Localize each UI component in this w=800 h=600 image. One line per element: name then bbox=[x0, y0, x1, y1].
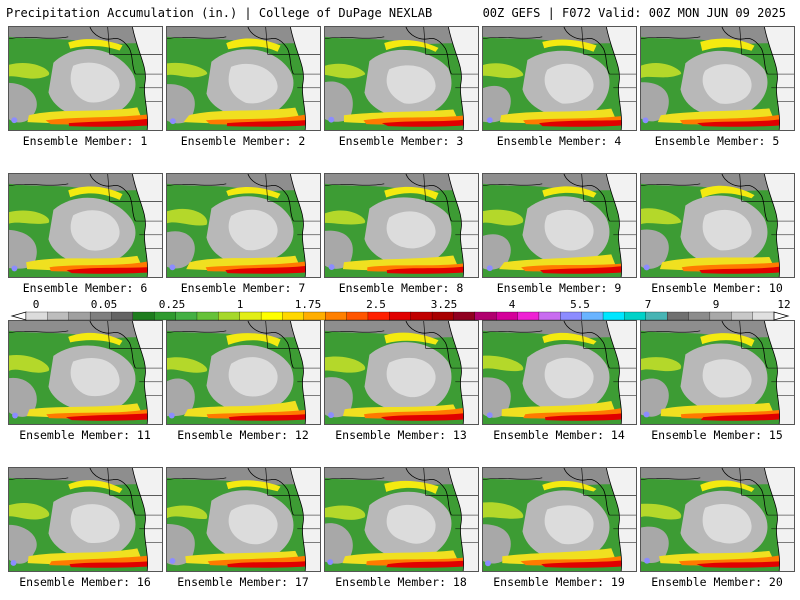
ensemble-member-label: Ensemble Member: 3 bbox=[338, 134, 464, 148]
ensemble-map-panel bbox=[640, 467, 795, 572]
ensemble-map-panel bbox=[8, 173, 163, 278]
colorbar-swatch bbox=[132, 311, 155, 321]
ensemble-member-label: Ensemble Member: 7 bbox=[180, 281, 306, 295]
ensemble-member-label: Ensemble Member: 9 bbox=[496, 281, 622, 295]
colorbar-swatch bbox=[560, 311, 583, 321]
ensemble-member-label: Ensemble Member: 20 bbox=[651, 575, 783, 589]
ensemble-map-panel bbox=[324, 26, 479, 131]
ensemble-member-label: Ensemble Member: 13 bbox=[335, 428, 467, 442]
ensemble-map-panel bbox=[640, 173, 795, 278]
colorbar-swatch bbox=[581, 311, 604, 321]
ensemble-map-panel bbox=[166, 173, 321, 278]
ensemble-member-label: Ensemble Member: 14 bbox=[493, 428, 625, 442]
ensemble-map-panel bbox=[8, 320, 163, 425]
ensemble-map-panel bbox=[324, 467, 479, 572]
ensemble-member-label: Ensemble Member: 11 bbox=[19, 428, 151, 442]
ensemble-map-panel bbox=[324, 320, 479, 425]
colorbar-swatch bbox=[474, 311, 497, 321]
colorbar-swatch bbox=[367, 311, 390, 321]
colorbar-tick-label: 12 bbox=[777, 298, 790, 311]
ensemble-member-label: Ensemble Member: 5 bbox=[654, 134, 780, 148]
colorbar-swatch bbox=[154, 311, 177, 321]
colorbar-swatch bbox=[624, 311, 647, 321]
colorbar-tick-label: 0 bbox=[33, 298, 40, 311]
colorbar-swatch bbox=[453, 311, 476, 321]
colorbar-tick-label: 4 bbox=[509, 298, 516, 311]
ensemble-map-panel bbox=[8, 467, 163, 572]
colorbar-swatch bbox=[68, 311, 91, 321]
colorbar-swatch bbox=[303, 311, 326, 321]
colorbar-tick-label: 1.75 bbox=[295, 298, 322, 311]
colorbar-swatch bbox=[709, 311, 732, 321]
colorbar-tick-label: 1 bbox=[237, 298, 244, 311]
ensemble-map-panel bbox=[640, 320, 795, 425]
ensemble-member-label: Ensemble Member: 15 bbox=[651, 428, 783, 442]
ensemble-member-label: Ensemble Member: 4 bbox=[496, 134, 622, 148]
ensemble-member-label: Ensemble Member: 16 bbox=[19, 575, 151, 589]
ensemble-member-label: Ensemble Member: 6 bbox=[22, 281, 148, 295]
colorbar-swatch bbox=[688, 311, 711, 321]
colorbar-tick-label: 5.5 bbox=[570, 298, 590, 311]
colorbar-swatch bbox=[89, 311, 112, 321]
colorbar-swatch bbox=[752, 311, 775, 321]
colorbar-swatch bbox=[602, 311, 625, 321]
colorbar-min-arrow bbox=[10, 311, 27, 321]
colorbar-swatch bbox=[431, 311, 454, 321]
colorbar-swatch bbox=[410, 311, 433, 321]
ensemble-map-panel bbox=[482, 320, 637, 425]
colorbar-tick-label: 2.5 bbox=[366, 298, 386, 311]
colorbar-swatch bbox=[175, 311, 198, 321]
run-valid-time: 00Z GEFS | F072 Valid: 00Z MON JUN 09 20… bbox=[482, 6, 786, 20]
colorbar-tick-label: 0.05 bbox=[91, 298, 118, 311]
ensemble-map-panel bbox=[8, 26, 163, 131]
ensemble-map-panel bbox=[166, 467, 321, 572]
colorbar-swatch bbox=[325, 311, 348, 321]
ensemble-member-label: Ensemble Member: 17 bbox=[177, 575, 309, 589]
colorbar-swatch bbox=[517, 311, 540, 321]
colorbar-swatch bbox=[25, 311, 48, 321]
colorbar-swatch bbox=[666, 311, 689, 321]
colorbar-tick-label: 0.25 bbox=[159, 298, 186, 311]
colorbar-swatch bbox=[111, 311, 134, 321]
colorbar-swatch bbox=[389, 311, 412, 321]
colorbar-swatch bbox=[538, 311, 561, 321]
ensemble-member-label: Ensemble Member: 8 bbox=[338, 281, 464, 295]
colorbar-swatch bbox=[731, 311, 754, 321]
colorbar-tick-label: 7 bbox=[645, 298, 652, 311]
colorbar-swatch bbox=[346, 311, 369, 321]
colorbar-tick-label: 3.25 bbox=[431, 298, 458, 311]
ensemble-map-panel bbox=[166, 320, 321, 425]
colorbar-swatch bbox=[196, 311, 219, 321]
ensemble-map-panel bbox=[482, 467, 637, 572]
colorbar-swatch bbox=[496, 311, 518, 321]
colorbar-tick-label: 9 bbox=[713, 298, 720, 311]
precip-colorbar: 0 0.05 0.25 1 1.75 2.5 3.25 4 5.5 7 9 12 bbox=[10, 298, 790, 322]
colorbar-swatch bbox=[282, 311, 305, 321]
ensemble-map-panel bbox=[482, 26, 637, 131]
colorbar-swatch bbox=[47, 311, 70, 321]
ensemble-member-label: Ensemble Member: 18 bbox=[335, 575, 467, 589]
chart-title: Precipitation Accumulation (in.) | Colle… bbox=[6, 6, 433, 20]
ensemble-member-label: Ensemble Member: 19 bbox=[493, 575, 625, 589]
ensemble-map-panel bbox=[482, 173, 637, 278]
colorbar-swatch bbox=[239, 311, 262, 321]
colorbar-swatch bbox=[260, 311, 283, 321]
colorbar-max-arrow bbox=[773, 311, 790, 321]
ensemble-map-panel bbox=[640, 26, 795, 131]
ensemble-member-label: Ensemble Member: 12 bbox=[177, 428, 309, 442]
ensemble-map-panel bbox=[166, 26, 321, 131]
ensemble-member-label: Ensemble Member: 2 bbox=[180, 134, 306, 148]
colorbar-swatch bbox=[218, 311, 241, 321]
colorbar-swatch bbox=[645, 311, 668, 321]
ensemble-member-label: Ensemble Member: 1 bbox=[22, 134, 148, 148]
ensemble-map-panel bbox=[324, 173, 479, 278]
ensemble-member-label: Ensemble Member: 10 bbox=[651, 281, 783, 295]
